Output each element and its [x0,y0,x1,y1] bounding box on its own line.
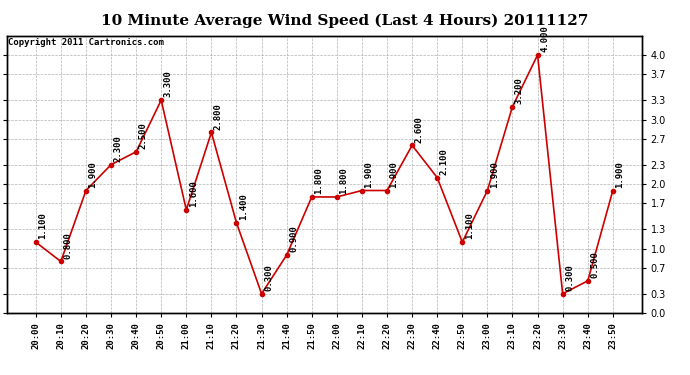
Text: 3.300: 3.300 [164,70,172,98]
Text: 0.800: 0.800 [63,232,72,259]
Text: 0.500: 0.500 [590,251,599,278]
Text: 0.300: 0.300 [264,264,273,291]
Text: 1.400: 1.400 [239,193,248,220]
Text: 2.600: 2.600 [415,116,424,142]
Text: 2.100: 2.100 [440,148,449,175]
Text: 2.300: 2.300 [113,135,122,162]
Text: 1.900: 1.900 [490,161,499,188]
Text: 0.300: 0.300 [565,264,574,291]
Text: 2.800: 2.800 [214,103,223,130]
Text: 1.100: 1.100 [38,213,47,239]
Text: 1.800: 1.800 [314,167,323,194]
Text: 1.100: 1.100 [465,213,474,239]
Text: 0.900: 0.900 [289,225,298,252]
Text: 1.800: 1.800 [339,167,348,194]
Text: 3.200: 3.200 [515,77,524,104]
Text: 1.900: 1.900 [389,161,398,188]
Text: 1.900: 1.900 [364,161,373,188]
Text: 1.600: 1.600 [189,180,198,207]
Text: 2.500: 2.500 [139,122,148,149]
Text: 1.900: 1.900 [88,161,97,188]
Text: Copyright 2011 Cartronics.com: Copyright 2011 Cartronics.com [8,38,164,47]
Text: 1.900: 1.900 [615,161,624,188]
Text: 4.000: 4.000 [540,26,549,52]
Text: 10 Minute Average Wind Speed (Last 4 Hours) 20111127: 10 Minute Average Wind Speed (Last 4 Hou… [101,13,589,27]
